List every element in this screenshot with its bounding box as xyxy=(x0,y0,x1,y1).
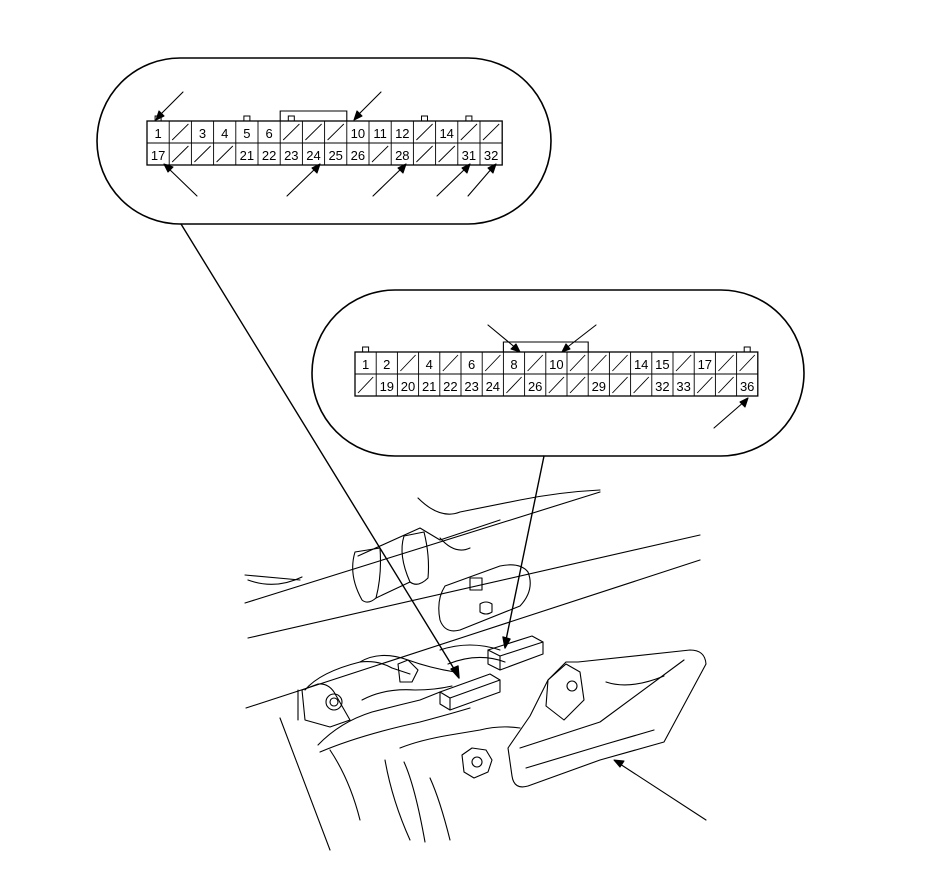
pin-label: 14 xyxy=(439,126,453,141)
empty-cavity xyxy=(633,376,650,394)
empty-cavity xyxy=(506,376,522,394)
pin-label: 17 xyxy=(698,357,712,372)
pin-label: 5 xyxy=(243,126,250,141)
empty-cavity xyxy=(569,354,586,372)
pin-label: 24 xyxy=(306,148,320,163)
pin-label: 4 xyxy=(426,357,433,372)
empty-cavity xyxy=(612,376,628,394)
empty-cavity xyxy=(305,123,322,141)
pin-label: 12 xyxy=(395,126,409,141)
empty-cavity xyxy=(416,123,433,141)
empty-cavity xyxy=(171,145,189,163)
empty-cavity xyxy=(371,145,389,163)
empty-cavity xyxy=(194,145,211,163)
pin-label: 31 xyxy=(462,148,476,163)
callout-pointer-lines xyxy=(180,223,545,679)
pin-label: 3 xyxy=(199,126,206,141)
pin-label: 36 xyxy=(740,379,754,394)
connector-a-face: 1 3 4 5 6 10 11 12 14 17 21 22 23 24 25 26 28 31 32 xyxy=(146,110,503,166)
empty-cavity xyxy=(282,123,300,141)
control-module-body xyxy=(507,649,707,788)
pin-label: 10 xyxy=(351,126,365,141)
empty-cavity xyxy=(590,354,607,372)
pin-label: 21 xyxy=(240,148,254,163)
pin-label: 11 xyxy=(373,126,387,141)
callout-b-outline xyxy=(311,289,805,457)
pin-label: 23 xyxy=(284,148,298,163)
empty-cavity xyxy=(216,145,234,163)
pin-label: 26 xyxy=(351,148,365,163)
empty-cavity xyxy=(484,354,501,372)
empty-cavity xyxy=(718,354,734,372)
empty-cavity xyxy=(327,123,345,141)
pin-label: 24 xyxy=(486,379,500,394)
connector-a-leader-arrows xyxy=(155,91,497,197)
pin-label: 32 xyxy=(484,148,498,163)
empty-cavity xyxy=(460,123,478,141)
empty-cavity xyxy=(416,145,433,163)
empty-cavity xyxy=(548,376,565,394)
pin-label: 32 xyxy=(655,379,669,394)
pin-label: 29 xyxy=(592,379,606,394)
pin-label: 2 xyxy=(383,357,390,372)
pin-label: 19 xyxy=(380,379,394,394)
pin-label: 26 xyxy=(528,379,542,394)
pin-label: 22 xyxy=(262,148,276,163)
empty-cavity xyxy=(569,376,586,394)
pin-label: 10 xyxy=(549,357,563,372)
callout-connector-a: 1 3 4 5 6 10 11 12 14 17 21 22 23 24 25 26 28 31 32 xyxy=(96,57,552,225)
mounting-nut xyxy=(461,747,493,779)
empty-cavity xyxy=(357,376,374,394)
pin-label: 6 xyxy=(265,126,272,141)
empty-cavity xyxy=(442,354,459,372)
empty-cavity xyxy=(739,354,756,372)
pin-label: 1 xyxy=(362,357,369,372)
pin-label: 28 xyxy=(395,148,409,163)
pin-label: 22 xyxy=(443,379,457,394)
pin-label: 6 xyxy=(468,357,475,372)
empty-cavity xyxy=(171,123,189,141)
pin-label: 17 xyxy=(151,148,165,163)
connector-b-leader-arrows xyxy=(487,324,749,429)
pin-label: 20 xyxy=(401,379,415,394)
pin-label: 14 xyxy=(634,357,648,372)
pin-label: 4 xyxy=(221,126,228,141)
empty-cavity xyxy=(400,354,416,372)
vehicle-body-illustration xyxy=(244,489,707,851)
connector_b-key-tab xyxy=(502,341,589,352)
pin-label: 33 xyxy=(676,379,690,394)
connector_a-key-tab xyxy=(279,110,348,121)
empty-cavity xyxy=(438,145,456,163)
empty-cavity xyxy=(675,354,692,372)
empty-cavity xyxy=(527,354,544,372)
empty-cavity xyxy=(482,123,500,141)
empty-cavity xyxy=(612,354,628,372)
pin-label: 21 xyxy=(422,379,436,394)
pin-label: 23 xyxy=(464,379,478,394)
pin-label: 1 xyxy=(154,126,161,141)
empty-cavity xyxy=(696,376,713,394)
pin-label: 15 xyxy=(655,357,669,372)
empty-cavity xyxy=(718,376,734,394)
callout-a-outline xyxy=(96,57,552,225)
pin-label: 25 xyxy=(328,148,342,163)
pin-label: 8 xyxy=(510,357,517,372)
